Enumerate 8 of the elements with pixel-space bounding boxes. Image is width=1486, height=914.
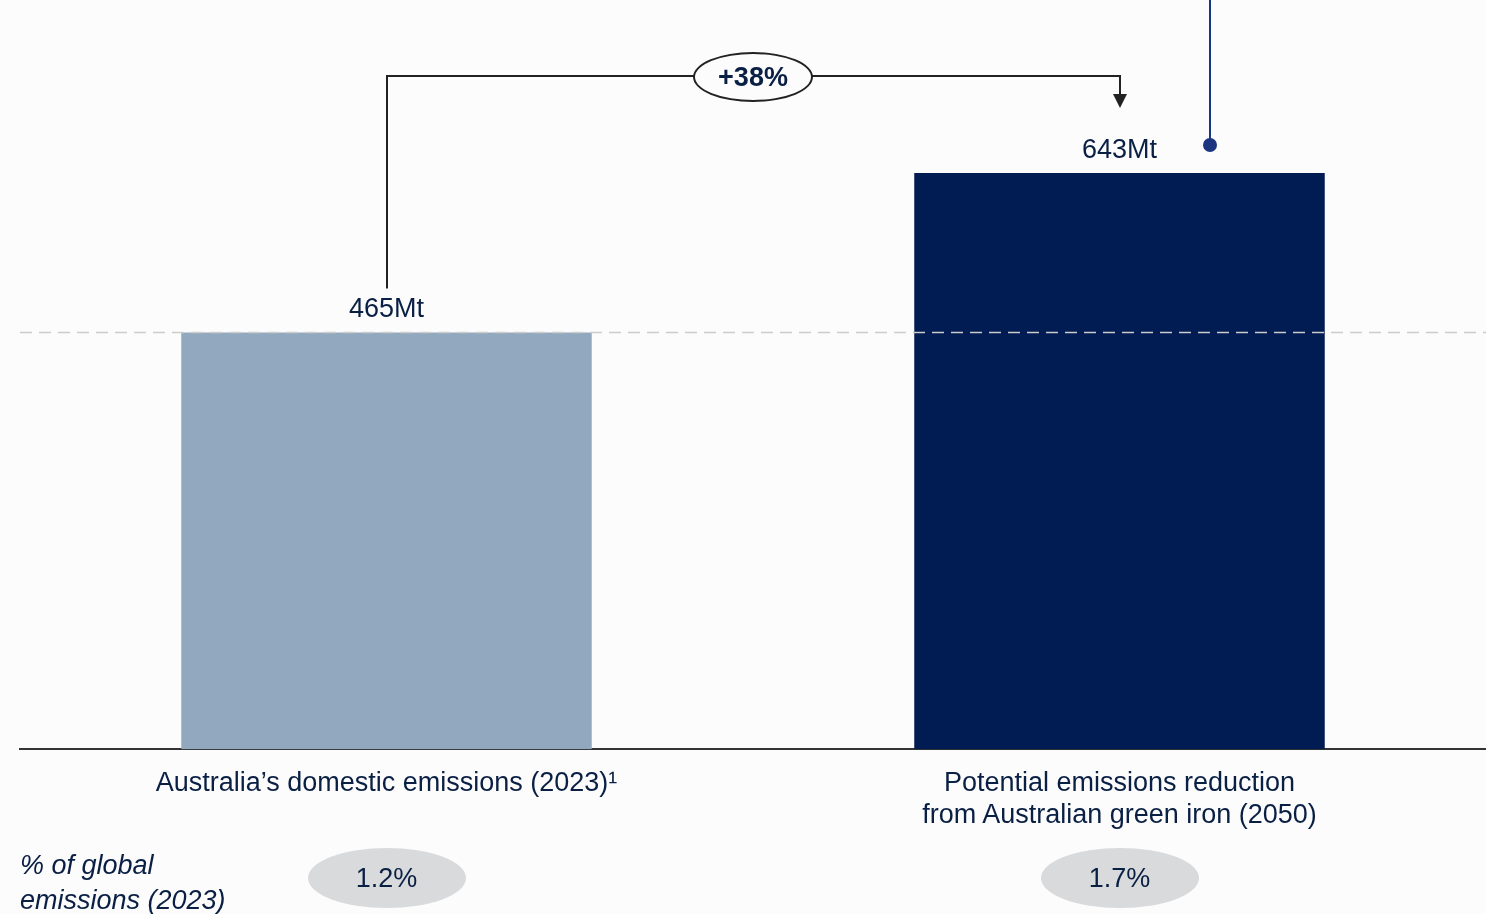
text: 1.2% (307, 848, 466, 908)
text: 1.7% (1040, 848, 1199, 908)
x-tick-label: Australia’s domestic emissions (2023)¹ (155, 766, 618, 797)
text: +38% (693, 52, 813, 102)
x-tick-label: Potential emissions reduction from Australian green iron (2050) (922, 766, 1317, 830)
data-label: 643Mt (1081, 133, 1158, 164)
text: % of global emissions (2023) (20, 849, 227, 914)
data-label: 465Mt (348, 293, 425, 324)
